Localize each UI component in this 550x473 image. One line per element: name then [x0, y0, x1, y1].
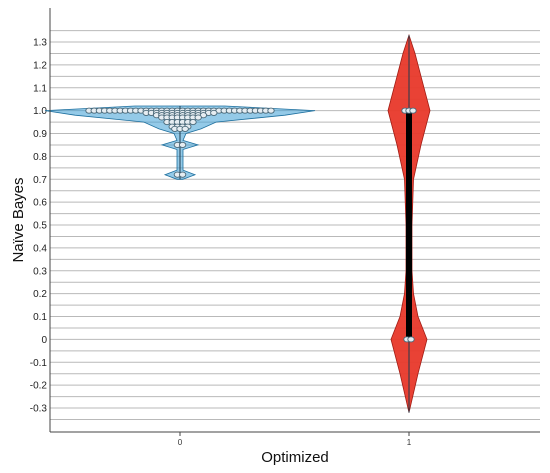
data-point [189, 119, 197, 126]
data-point [178, 171, 187, 178]
y-tick-label: 0.6 [33, 198, 47, 209]
y-tick-labels: 1.3 1.2 1.1 1.0 0.9 0.8 0.7 0.6 0.5 0.4 0.3 0.2 0.1 0… [30, 38, 48, 415]
y-tick-label: 0.5 [33, 221, 47, 232]
data-point [178, 141, 187, 148]
data-point [181, 125, 189, 132]
data-point [407, 336, 415, 343]
data-point [267, 107, 275, 114]
y-tick-label: 1.3 [33, 38, 47, 49]
data-point [210, 109, 218, 116]
y-tick-label: 0.7 [33, 175, 47, 186]
x-tick-label: 0 [178, 438, 183, 447]
data-point [409, 107, 417, 114]
y-tick-label: 0 [41, 335, 47, 346]
violins [44, 33, 431, 413]
y-tick-label: 1.0 [33, 106, 47, 117]
violin-1 [387, 33, 431, 413]
y-tick-label: 1.2 [33, 60, 47, 71]
y-tick-label: 1.1 [33, 83, 47, 94]
y-tick-label: -0.3 [30, 404, 48, 415]
x-axis-title: Optimized [261, 449, 329, 466]
x-tick-label: 1 [407, 438, 412, 447]
y-tick-label: 0.2 [33, 289, 47, 300]
y-axis-title: Naïve Bayes [10, 177, 27, 262]
axes [49, 8, 540, 433]
violin-0 [44, 105, 316, 180]
y-tick-label: -0.1 [30, 358, 48, 369]
grid-lines [50, 30, 540, 420]
y-tick-label: -0.2 [30, 381, 48, 392]
y-tick-label: 0.3 [33, 266, 47, 277]
y-tick-label: 0.8 [33, 152, 47, 163]
y-tick-label: 0.4 [33, 243, 47, 254]
iqr-box [406, 110, 412, 340]
y-tick-label: 0.1 [33, 312, 47, 323]
data-point [194, 114, 202, 121]
y-tick-label: 0.9 [33, 129, 47, 140]
